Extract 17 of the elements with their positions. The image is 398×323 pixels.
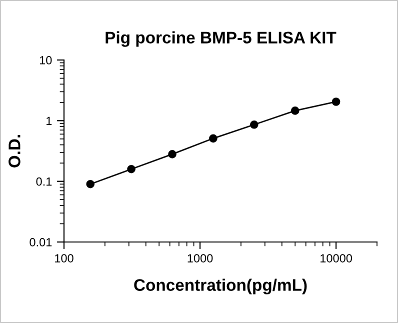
point xyxy=(290,106,300,115)
point xyxy=(127,164,136,174)
y-tick-label: 10 xyxy=(40,56,52,64)
x-tick-label: 1000 xyxy=(188,254,213,262)
point xyxy=(209,134,218,143)
point xyxy=(86,180,95,188)
point xyxy=(168,150,176,158)
y-tick-label: 0.01 xyxy=(30,238,52,246)
x-tick-label: 10000 xyxy=(320,254,352,262)
point xyxy=(250,120,258,129)
x-tick-label: 100 xyxy=(55,254,74,262)
point xyxy=(332,98,340,106)
y-tick-label: 1 xyxy=(46,116,52,125)
y-axis-title: O.D. xyxy=(8,135,20,168)
x-axis-title: Concentration(pg/mL) xyxy=(134,278,307,294)
y-tick-label: 0.1 xyxy=(36,177,52,186)
chart-title: Pig porcine BMP-5 ELISA KIT xyxy=(106,31,336,47)
